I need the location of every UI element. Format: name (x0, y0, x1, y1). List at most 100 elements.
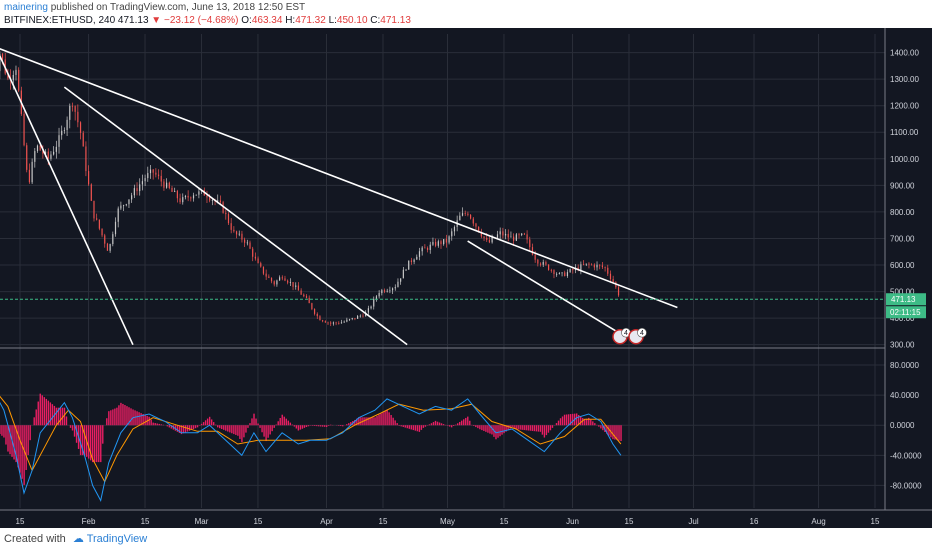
histogram-bar (386, 409, 388, 426)
tradingview-logo-link[interactable]: ☁ TradingView (73, 533, 147, 545)
macd-tick-label: -40.0000 (890, 451, 922, 460)
candle-body (303, 294, 305, 297)
histogram-bar (35, 409, 37, 426)
histogram-bar (400, 425, 402, 427)
histogram-bar (212, 422, 215, 426)
histogram-bar (321, 425, 324, 427)
histogram-bar (575, 413, 578, 426)
histogram-bar (465, 417, 467, 426)
histogram-bar (404, 425, 406, 428)
histogram-bar (219, 425, 221, 429)
candle-body (292, 282, 294, 287)
histogram-bar (533, 425, 536, 432)
candle-body (34, 151, 36, 162)
candle-body (101, 228, 103, 236)
candle-body (26, 145, 28, 170)
candle-body (332, 322, 335, 324)
candle-body (163, 181, 165, 188)
candle-body (322, 320, 324, 322)
histogram-bar (414, 425, 417, 431)
candle-body (90, 184, 92, 201)
event-count: 4 (624, 330, 628, 337)
candle-body (190, 197, 192, 199)
histogram-bar (69, 425, 72, 428)
date-tick-label: Jul (688, 517, 698, 526)
histogram-bar (366, 417, 368, 426)
candle-body (389, 290, 391, 292)
histogram-bar (539, 425, 542, 432)
candle-body (397, 281, 399, 288)
histogram-bar (295, 425, 298, 429)
histogram-bar (475, 425, 477, 428)
candle-body (53, 151, 55, 155)
candle-body (612, 279, 614, 283)
candle-body (133, 188, 135, 196)
candle-body (136, 188, 138, 192)
candle-body (521, 233, 523, 236)
candle-body (373, 298, 375, 307)
histogram-bar (567, 414, 570, 426)
candle-body (327, 322, 329, 324)
event-count: 4 (640, 330, 644, 337)
candle-body (357, 316, 359, 319)
candle-body (435, 242, 437, 246)
histogram-bar (430, 423, 433, 426)
candle-body (1, 53, 4, 60)
candle-body (206, 195, 208, 198)
candle-body (109, 244, 111, 251)
candle-body (515, 234, 517, 241)
price-axes[interactable]: 300.00 400.00 500.00 600.00 700.00 800.00 900.… (0, 28, 932, 526)
candle-body (359, 315, 361, 317)
ohlc-line: BITFINEX:ETHUSD, 240 471.13 ▼ −23.12 (−4… (4, 15, 411, 26)
candle-body (491, 237, 493, 243)
histogram-bar (291, 424, 294, 426)
histogram-bar (116, 407, 118, 426)
author-link[interactable]: mainering (4, 2, 48, 13)
candle-body (71, 105, 74, 107)
histogram-bar (176, 425, 179, 432)
histogram-bar (108, 411, 110, 426)
date-tick-label: 15 (253, 517, 262, 526)
histogram-bar (138, 412, 140, 426)
histogram-bar (47, 400, 50, 426)
histogram-bar (239, 425, 241, 439)
histogram-bar (559, 418, 562, 426)
candle-body (249, 242, 251, 249)
histogram-bar (608, 425, 610, 436)
candle-body (464, 213, 466, 214)
histogram-bar (273, 425, 275, 428)
histogram-bar (432, 422, 435, 426)
countdown-tag (886, 306, 926, 319)
candle-body (79, 122, 82, 133)
histogram-bar (606, 425, 608, 434)
histogram-bar (523, 425, 525, 431)
histogram-bar (505, 425, 507, 432)
candle-body (147, 173, 149, 179)
histogram-bar (376, 416, 378, 426)
candle-body (141, 181, 144, 185)
candle-body (440, 241, 442, 245)
histogram-bar (3, 425, 5, 438)
histogram-bar (126, 406, 128, 426)
candle-body (246, 242, 248, 244)
histogram-bar (289, 422, 292, 426)
histogram-bar (7, 425, 9, 452)
macd-tick-label: 40.0000 (890, 391, 919, 400)
histogram-bar (563, 414, 566, 426)
histogram-bar (43, 397, 45, 426)
histogram-bar (257, 423, 259, 426)
histogram-bar (327, 425, 330, 426)
chart-canvas[interactable]: 300.00 400.00 500.00 600.00 700.00 800.00 900.… (0, 28, 932, 528)
candle-body (227, 214, 230, 224)
histogram-bar (537, 425, 540, 432)
histogram-bar (303, 425, 306, 428)
histogram-bar (424, 425, 427, 427)
candle-body (106, 243, 109, 251)
histogram-bar (543, 425, 546, 438)
histogram-bar (144, 414, 146, 426)
histogram-bar (81, 425, 84, 456)
histogram-bar (315, 425, 318, 427)
symbol-label[interactable]: BITFINEX:ETHUSD, 240 (4, 15, 116, 26)
histogram-bar (267, 425, 269, 438)
